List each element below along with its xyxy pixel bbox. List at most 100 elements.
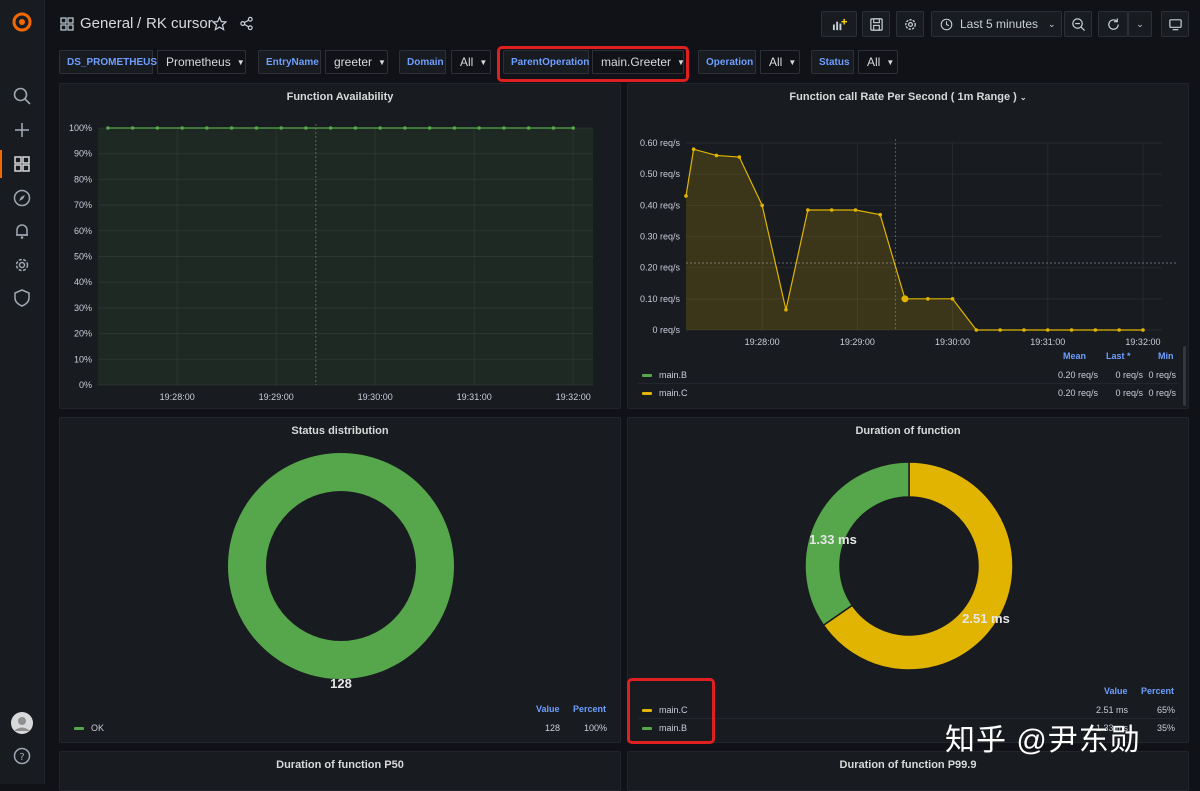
donut-slice [804,461,910,627]
y-tick-label: 20% [74,329,92,339]
legend-header-min[interactable]: Min [1158,351,1174,361]
y-tick-label: 50% [74,252,92,262]
data-point [998,328,1002,332]
data-point [477,126,481,130]
grafana-logo-icon[interactable] [12,12,32,32]
help-icon[interactable]: ? [12,746,32,766]
variable-select-status[interactable]: All ▼ [858,50,898,74]
alerting-bell-icon[interactable] [12,221,32,241]
call-rate-chart[interactable]: 0.60 req/s 0.50 req/s 0.40 req/s 0.30 req/s… [628,84,1190,354]
time-range-picker[interactable]: Last 5 minutes ⌄ [931,11,1062,37]
y-tick-label: 10% [74,354,92,364]
legend-header-value[interactable]: Value [536,704,560,714]
sidebar: ? [0,0,45,784]
variable-select-parentoperation[interactable]: main.Greeter ▼ [592,50,685,74]
legend-header-percent[interactable]: Percent [573,704,607,714]
legend-label: main.C [659,705,688,715]
dashboard-grid-icon [60,17,74,31]
data-point [737,155,742,159]
star-icon[interactable] [211,15,228,31]
legend-swatch [642,391,652,395]
slice-label: 128 [330,676,352,691]
watermark-text: 知乎 @尹东勋 [945,724,1141,757]
data-point [378,126,382,130]
legend-item-ok[interactable]: OK [74,723,104,733]
x-tick-label: 19:31:00 [1030,337,1065,347]
search-icon[interactable] [12,86,32,106]
donut-slice [822,461,1014,671]
user-avatar[interactable] [11,712,33,734]
duration-donut-chart[interactable]: 2.51 ms 1.33 ms [628,418,1190,688]
x-tick-label: 19:29:00 [259,392,294,402]
data-point [684,194,688,198]
tv-mode-button[interactable] [1161,11,1189,37]
panel-duration-of-function: Duration of function 2.51 ms 1.33 ms Valu… [627,417,1189,743]
panel-title[interactable]: Duration of function P50 [276,759,404,771]
variable-select-ds-prometheus[interactable]: Prometheus ▼ [157,50,246,74]
y-tick-label: 40% [74,277,92,287]
plus-icon[interactable] [12,120,32,140]
legend-header-value[interactable]: Value [1104,686,1128,696]
data-point [180,126,184,130]
status-donut-chart[interactable]: 128 [60,418,622,708]
data-point [878,212,883,217]
configuration-gear-icon[interactable] [12,255,32,275]
variable-label-parentoperation: ParentOperation [503,50,589,74]
y-tick-label: 0% [79,380,92,390]
data-point [950,297,955,301]
panel-function-call-rate: Function call Rate Per Second ( 1m Range… [627,83,1189,409]
breadcrumb-folder[interactable]: General [80,15,134,32]
data-point [403,126,407,130]
x-tick-label: 19:30:00 [935,337,970,347]
add-panel-button[interactable] [821,11,857,37]
chevron-down-icon: ⌄ [1136,18,1144,29]
panel-title[interactable]: Function Availability [286,91,394,103]
legend-item-main-b[interactable]: main.B [642,723,687,733]
breadcrumb-dashboard-title[interactable]: RK cursor [146,15,213,32]
legend-mean: 0.20 req/s [1057,370,1098,380]
zoom-out-button[interactable] [1064,11,1092,37]
data-point [155,126,160,130]
legend-last: 0 req/s [1115,388,1143,398]
panel-function-availability: Function Availability 100% 90% 80% 70% 60% 50… [59,83,621,409]
legend-last: 0 req/s [1115,370,1143,380]
y-tick-label: 0 req/s [652,325,680,335]
share-icon[interactable] [239,16,254,31]
panel-title[interactable]: Duration of function P99.9 [839,759,977,771]
y-tick-label: 0.30 req/s [640,232,681,242]
refresh-button[interactable] [1098,11,1128,37]
variable-value: All [460,55,474,69]
availability-chart[interactable]: 100% 90% 80% 70% 60% 50% 40% 30% 20% 10% 0% 19:28:0… [60,84,622,410]
legend-scrollbar[interactable] [1183,346,1186,406]
save-dashboard-button[interactable] [862,11,890,37]
panel-title[interactable]: Duration of function [855,425,961,437]
legend-item-main-c[interactable]: main.C [642,388,688,398]
server-admin-shield-icon[interactable] [12,288,32,308]
legend-label: main.B [659,723,688,733]
legend-divider [638,718,1178,719]
legend-header-percent[interactable]: Percent [1141,686,1175,696]
variable-select-operation[interactable]: All ▼ [760,50,800,74]
panel-title[interactable]: Status distribution [291,425,389,437]
dashboards-icon[interactable] [12,154,32,174]
panel-title[interactable]: Function call Rate Per Second ( 1m Range… [628,91,1188,103]
y-tick-label: 90% [74,149,92,159]
variable-select-entryname[interactable]: greeter ▼ [325,50,388,74]
explore-compass-icon[interactable] [12,188,32,208]
legend-header-last[interactable]: Last * [1106,351,1131,361]
data-point [714,153,719,158]
data-point [760,203,764,208]
variable-label-domain: Domain [399,50,446,74]
x-tick-label: 19:28:00 [160,392,195,402]
active-indicator [0,150,2,178]
data-point [853,208,858,212]
legend-item-main-b[interactable]: main.B [642,370,687,380]
x-tick-label: 19:29:00 [840,337,875,347]
legend-item-main-c[interactable]: main.C [642,705,688,715]
dashboard-settings-button[interactable] [896,11,924,37]
legend-header-mean[interactable]: Mean [1063,351,1087,361]
x-tick-label: 19:32:00 [556,392,591,402]
refresh-interval-picker[interactable]: ⌄ [1128,11,1152,37]
data-point [279,126,283,130]
variable-select-domain[interactable]: All ▼ [451,50,491,74]
